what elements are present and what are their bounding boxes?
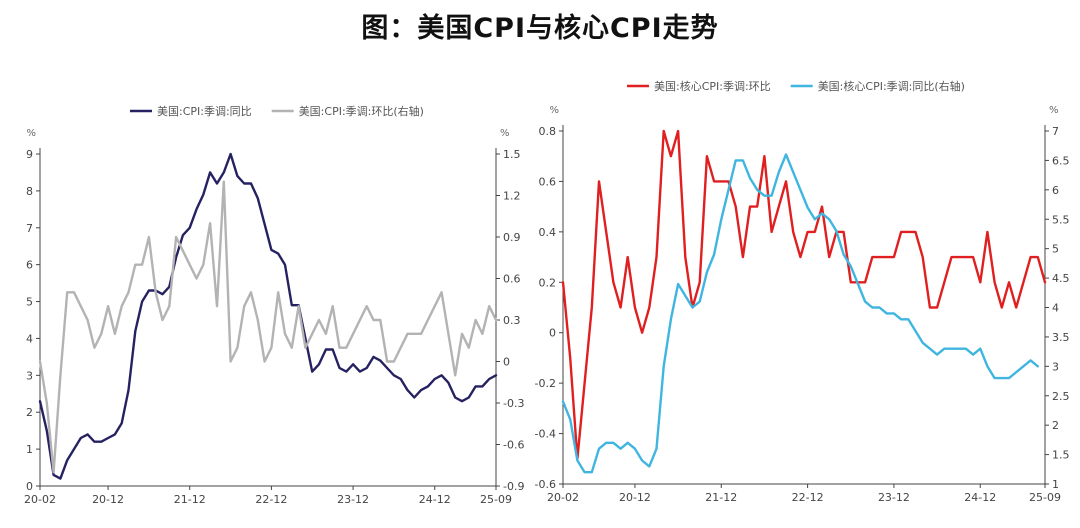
- x-tick-label: 22-12: [255, 493, 287, 506]
- x-tick-label: 25-09: [480, 493, 512, 506]
- y-right-tick-label: 2: [1052, 419, 1059, 432]
- y-right-tick-label: -0.6: [503, 439, 524, 452]
- y-left-tick-label: 0.2: [539, 276, 557, 289]
- y-right-tick-label: 5.5: [1052, 213, 1070, 226]
- y-left-tick-label: -0.2: [535, 377, 556, 390]
- x-tick-label: 25-09: [1029, 491, 1061, 504]
- y-left-tick-label: 0.8: [539, 125, 557, 138]
- y-right-tick-label: 1: [1052, 478, 1059, 491]
- y-left-tick-label: 1: [26, 443, 33, 456]
- x-tick-label: 20-02: [547, 491, 579, 504]
- y-right-tick-label: 0: [503, 356, 510, 369]
- legend-label-1: 美国:核心CPI:季调:环比: [654, 79, 771, 93]
- y-left-unit: %: [549, 105, 559, 116]
- y-right-tick-label: 2.5: [1052, 390, 1070, 403]
- x-tick-label: 20-02: [24, 493, 56, 506]
- y-right-tick-label: 4: [1052, 302, 1059, 315]
- x-tick-label: 21-12: [705, 491, 737, 504]
- y-left-unit: %: [26, 128, 36, 139]
- x-tick-label: 20-12: [92, 493, 124, 506]
- y-right-tick-label: 4.5: [1052, 272, 1070, 285]
- series-line-1: [561, 129, 1047, 460]
- y-right-tick-label: 0.3: [503, 314, 521, 327]
- y-right-tick-label: -0.9: [503, 480, 524, 493]
- y-right-tick-label: 0.9: [503, 231, 521, 244]
- y-right-tick-label: -0.3: [503, 397, 524, 410]
- y-left-tick-label: 3: [26, 369, 33, 382]
- y-left-tick-label: 0.6: [539, 175, 557, 188]
- y-right-tick-label: 6: [1052, 184, 1059, 197]
- x-tick-label: 23-12: [878, 491, 910, 504]
- series-line-1: [38, 152, 498, 480]
- page-title: 图：美国CPI与核心CPI走势: [361, 13, 719, 44]
- y-left-tick-label: 5: [26, 296, 33, 309]
- y-left-tick-label: 0.4: [539, 226, 557, 239]
- x-tick-label: 22-12: [792, 491, 824, 504]
- y-left-tick-label: 7: [26, 222, 33, 235]
- x-tick-label: 21-12: [174, 493, 206, 506]
- series-line-2: [561, 153, 1040, 474]
- y-left-tick-label: 0: [26, 480, 33, 493]
- x-tick-label: 24-12: [964, 491, 996, 504]
- y-right-tick-label: 3: [1052, 360, 1059, 373]
- x-tick-label: 24-12: [419, 493, 451, 506]
- y-right-tick-label: 6.5: [1052, 154, 1070, 167]
- y-left-tick-label: 9: [26, 148, 33, 161]
- y-right-tick-label: 0.6: [503, 273, 521, 286]
- series-line-2: [38, 180, 498, 474]
- x-tick-label: 20-12: [619, 491, 651, 504]
- y-right-tick-label: 5: [1052, 243, 1059, 256]
- legend-label-2: 美国:CPI:季调:环比(右轴): [299, 104, 424, 118]
- y-left-tick-label: 4: [26, 332, 33, 345]
- y-right-tick-label: 1.2: [503, 190, 521, 203]
- x-tick-label: 23-12: [337, 493, 369, 506]
- y-left-tick-label: 0: [549, 327, 556, 340]
- legend-label-2: 美国:核心CPI:季调:同比(右轴): [818, 79, 965, 93]
- y-right-tick-label: 3.5: [1052, 331, 1070, 344]
- y-right-tick-label: 1.5: [503, 148, 521, 161]
- y-left-tick-label: 8: [26, 185, 33, 198]
- legend-label-1: 美国:CPI:季调:同比: [157, 105, 252, 118]
- y-left-tick-label: -0.6: [535, 478, 556, 491]
- y-left-tick-label: -0.4: [535, 428, 556, 441]
- y-right-tick-label: 1.5: [1052, 449, 1070, 462]
- y-left-tick-label: 2: [26, 406, 33, 419]
- y-left-tick-label: 6: [26, 259, 33, 272]
- y-right-tick-label: 7: [1052, 125, 1059, 138]
- y-right-unit: %: [500, 128, 510, 139]
- y-right-unit: %: [1049, 105, 1059, 116]
